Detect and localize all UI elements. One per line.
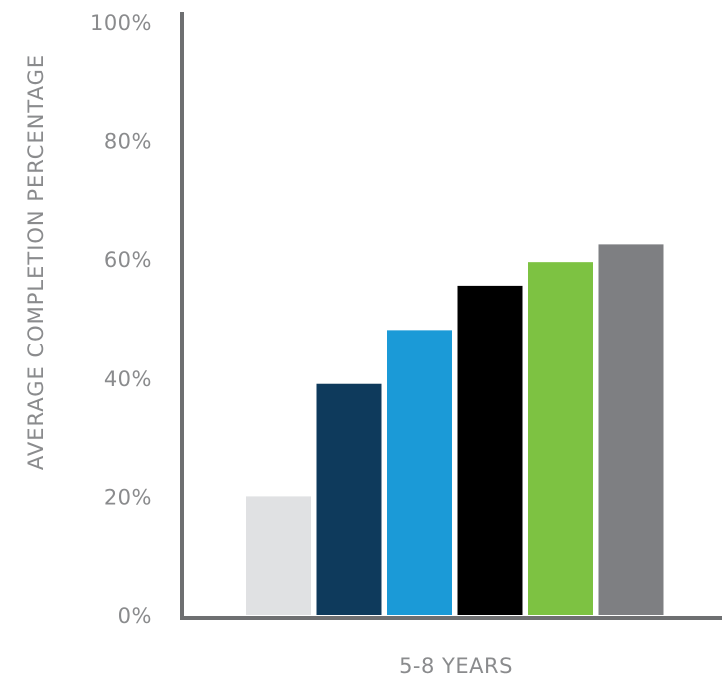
y-axis-title: AVERAGE COMPLETION PERCENTAGE xyxy=(24,54,48,470)
bar xyxy=(528,262,593,615)
bar xyxy=(246,496,311,615)
y-tick-label: 40% xyxy=(104,367,152,391)
y-tick-label: 60% xyxy=(104,248,152,272)
y-tick-labels: 0% 20% 40% 60% 80% 100% xyxy=(90,11,152,628)
y-tick-label: 0% xyxy=(118,604,152,628)
y-tick-label: 20% xyxy=(104,485,152,509)
bar xyxy=(598,244,664,615)
x-category-label: 5-8 YEARS xyxy=(399,654,513,678)
y-tick-label: 80% xyxy=(104,130,152,154)
y-tick-label: 100% xyxy=(90,11,152,35)
bars xyxy=(246,244,664,615)
bar xyxy=(457,285,523,615)
bar xyxy=(387,330,452,615)
bar xyxy=(316,383,382,615)
